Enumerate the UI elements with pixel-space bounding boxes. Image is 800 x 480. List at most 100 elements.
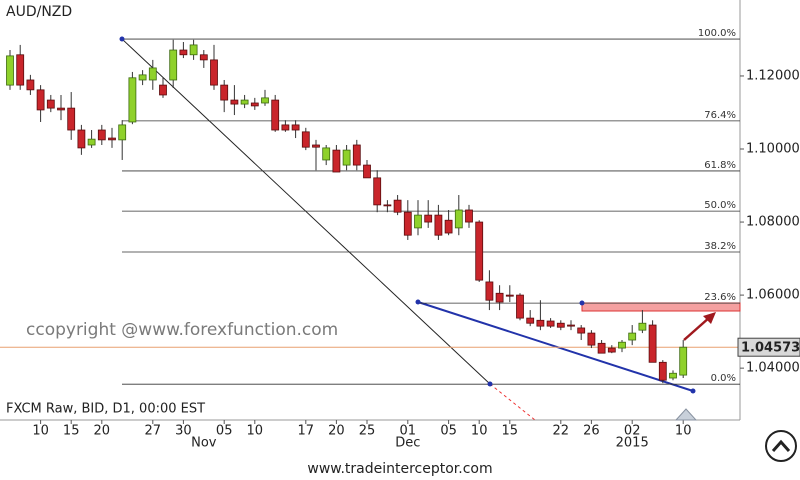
candle-body (393, 199, 402, 213)
candle-body (220, 84, 229, 101)
candle-body (516, 294, 524, 319)
handle (690, 388, 696, 394)
candle-body (373, 177, 382, 206)
candle-body (271, 99, 280, 131)
resistance-zone (581, 302, 741, 312)
candle-body (169, 49, 178, 81)
x-tick-label: 22 (553, 424, 570, 439)
y-tick-label: 1.04000 (746, 361, 800, 376)
x-tick-label: 01 (400, 424, 417, 439)
candle-body (536, 319, 545, 327)
candle-body (108, 137, 116, 141)
handle (579, 300, 585, 306)
candle-body (577, 327, 586, 334)
candle-body (322, 147, 331, 161)
handle (415, 299, 421, 305)
x-tick-label: 27 (145, 424, 162, 439)
candle-body (669, 372, 677, 379)
candle-body (424, 214, 433, 223)
candle-body (97, 129, 106, 141)
candle-body (230, 99, 239, 105)
candle-body (434, 214, 443, 236)
candle-body (618, 341, 626, 349)
candle-body (658, 361, 667, 381)
x-tick-label: 26 (583, 424, 600, 439)
fib-level-label: 38.2% (704, 241, 736, 252)
arrow-head (703, 312, 716, 324)
x-tick-label: 25 (359, 424, 376, 439)
candle-body (250, 102, 259, 107)
candle-body (199, 54, 208, 61)
candle-body (414, 214, 422, 229)
candle-body (454, 209, 463, 229)
trend-line-extension (489, 383, 536, 421)
y-tick-label: 1.08000 (746, 215, 800, 230)
candle-body (495, 292, 504, 303)
plot: 100.0% 76.4% 61.8% 50.0% 38.2% 23.6% 0.0% 1.040… (0, 28, 800, 451)
candle-body (291, 124, 300, 131)
candle-body (77, 129, 86, 149)
last-price-label: 1.04573 (741, 341, 800, 356)
x-tick-label: 15 (502, 424, 519, 439)
trend-line (121, 38, 491, 385)
y-tick-label: 1.06000 (746, 288, 800, 303)
y-tick-label: 1.12000 (746, 68, 800, 83)
x-tick-label: 15 (63, 424, 80, 439)
time-marker (674, 408, 698, 421)
x-tick-label: 05 (216, 424, 233, 439)
candle-body (67, 107, 76, 131)
candle-body (261, 97, 269, 104)
scroll-up-button[interactable] (765, 430, 797, 462)
candle-body (46, 99, 55, 109)
fib-level-label: 23.6% (704, 292, 736, 303)
x-tick-label: 10 (32, 424, 49, 439)
fib-level-label: 100.0% (698, 28, 736, 39)
x-tick-label: 20 (94, 424, 111, 439)
candle-body (638, 322, 647, 331)
candle-body (312, 144, 320, 148)
y-tick-label: 1.10000 (746, 142, 800, 157)
candle-body (556, 322, 565, 328)
button-circle[interactable] (765, 430, 797, 462)
x-tick-label: 10 (471, 424, 488, 439)
candle-body (403, 211, 412, 236)
annotation-handles (119, 36, 716, 421)
candle-body (475, 221, 484, 281)
candle-body (526, 317, 535, 324)
candle-body (57, 107, 65, 111)
x-tick-label: 30 (175, 424, 192, 439)
feed-info: FXCM Raw, BID, D1, 00:00 EST (6, 402, 205, 417)
candle-body (148, 67, 157, 81)
annotations (121, 38, 741, 421)
candle-body (210, 59, 218, 86)
candle-body (332, 149, 341, 173)
x-tick-label: 20 (328, 424, 345, 439)
candle-body (383, 204, 392, 207)
candle-body (587, 332, 596, 346)
candle-body (607, 347, 616, 353)
candle-body (546, 320, 555, 327)
chevron-icon[interactable] (771, 439, 791, 452)
candle-body (342, 149, 351, 166)
candle-body (159, 84, 167, 96)
candle-body (444, 219, 453, 234)
candle-body (87, 138, 96, 146)
candle-body (189, 44, 198, 56)
candle-body (567, 324, 575, 327)
symbol-title: AUD/NZD (6, 4, 72, 20)
candle-body (679, 346, 688, 376)
candle-body (363, 164, 371, 179)
candle-body (505, 294, 514, 297)
candle-body (36, 89, 45, 111)
candle-body (26, 79, 35, 91)
fib-level-label: 50.0% (704, 200, 736, 211)
handle (119, 36, 125, 42)
x-tick-label: 17 (298, 424, 315, 439)
month-label: Dec (395, 436, 420, 451)
candle-body (16, 54, 25, 86)
candle-body (240, 99, 249, 105)
month-label: 2015 (616, 436, 649, 451)
candle-body (6, 55, 14, 86)
fib-level-label: 0.0% (711, 373, 736, 384)
